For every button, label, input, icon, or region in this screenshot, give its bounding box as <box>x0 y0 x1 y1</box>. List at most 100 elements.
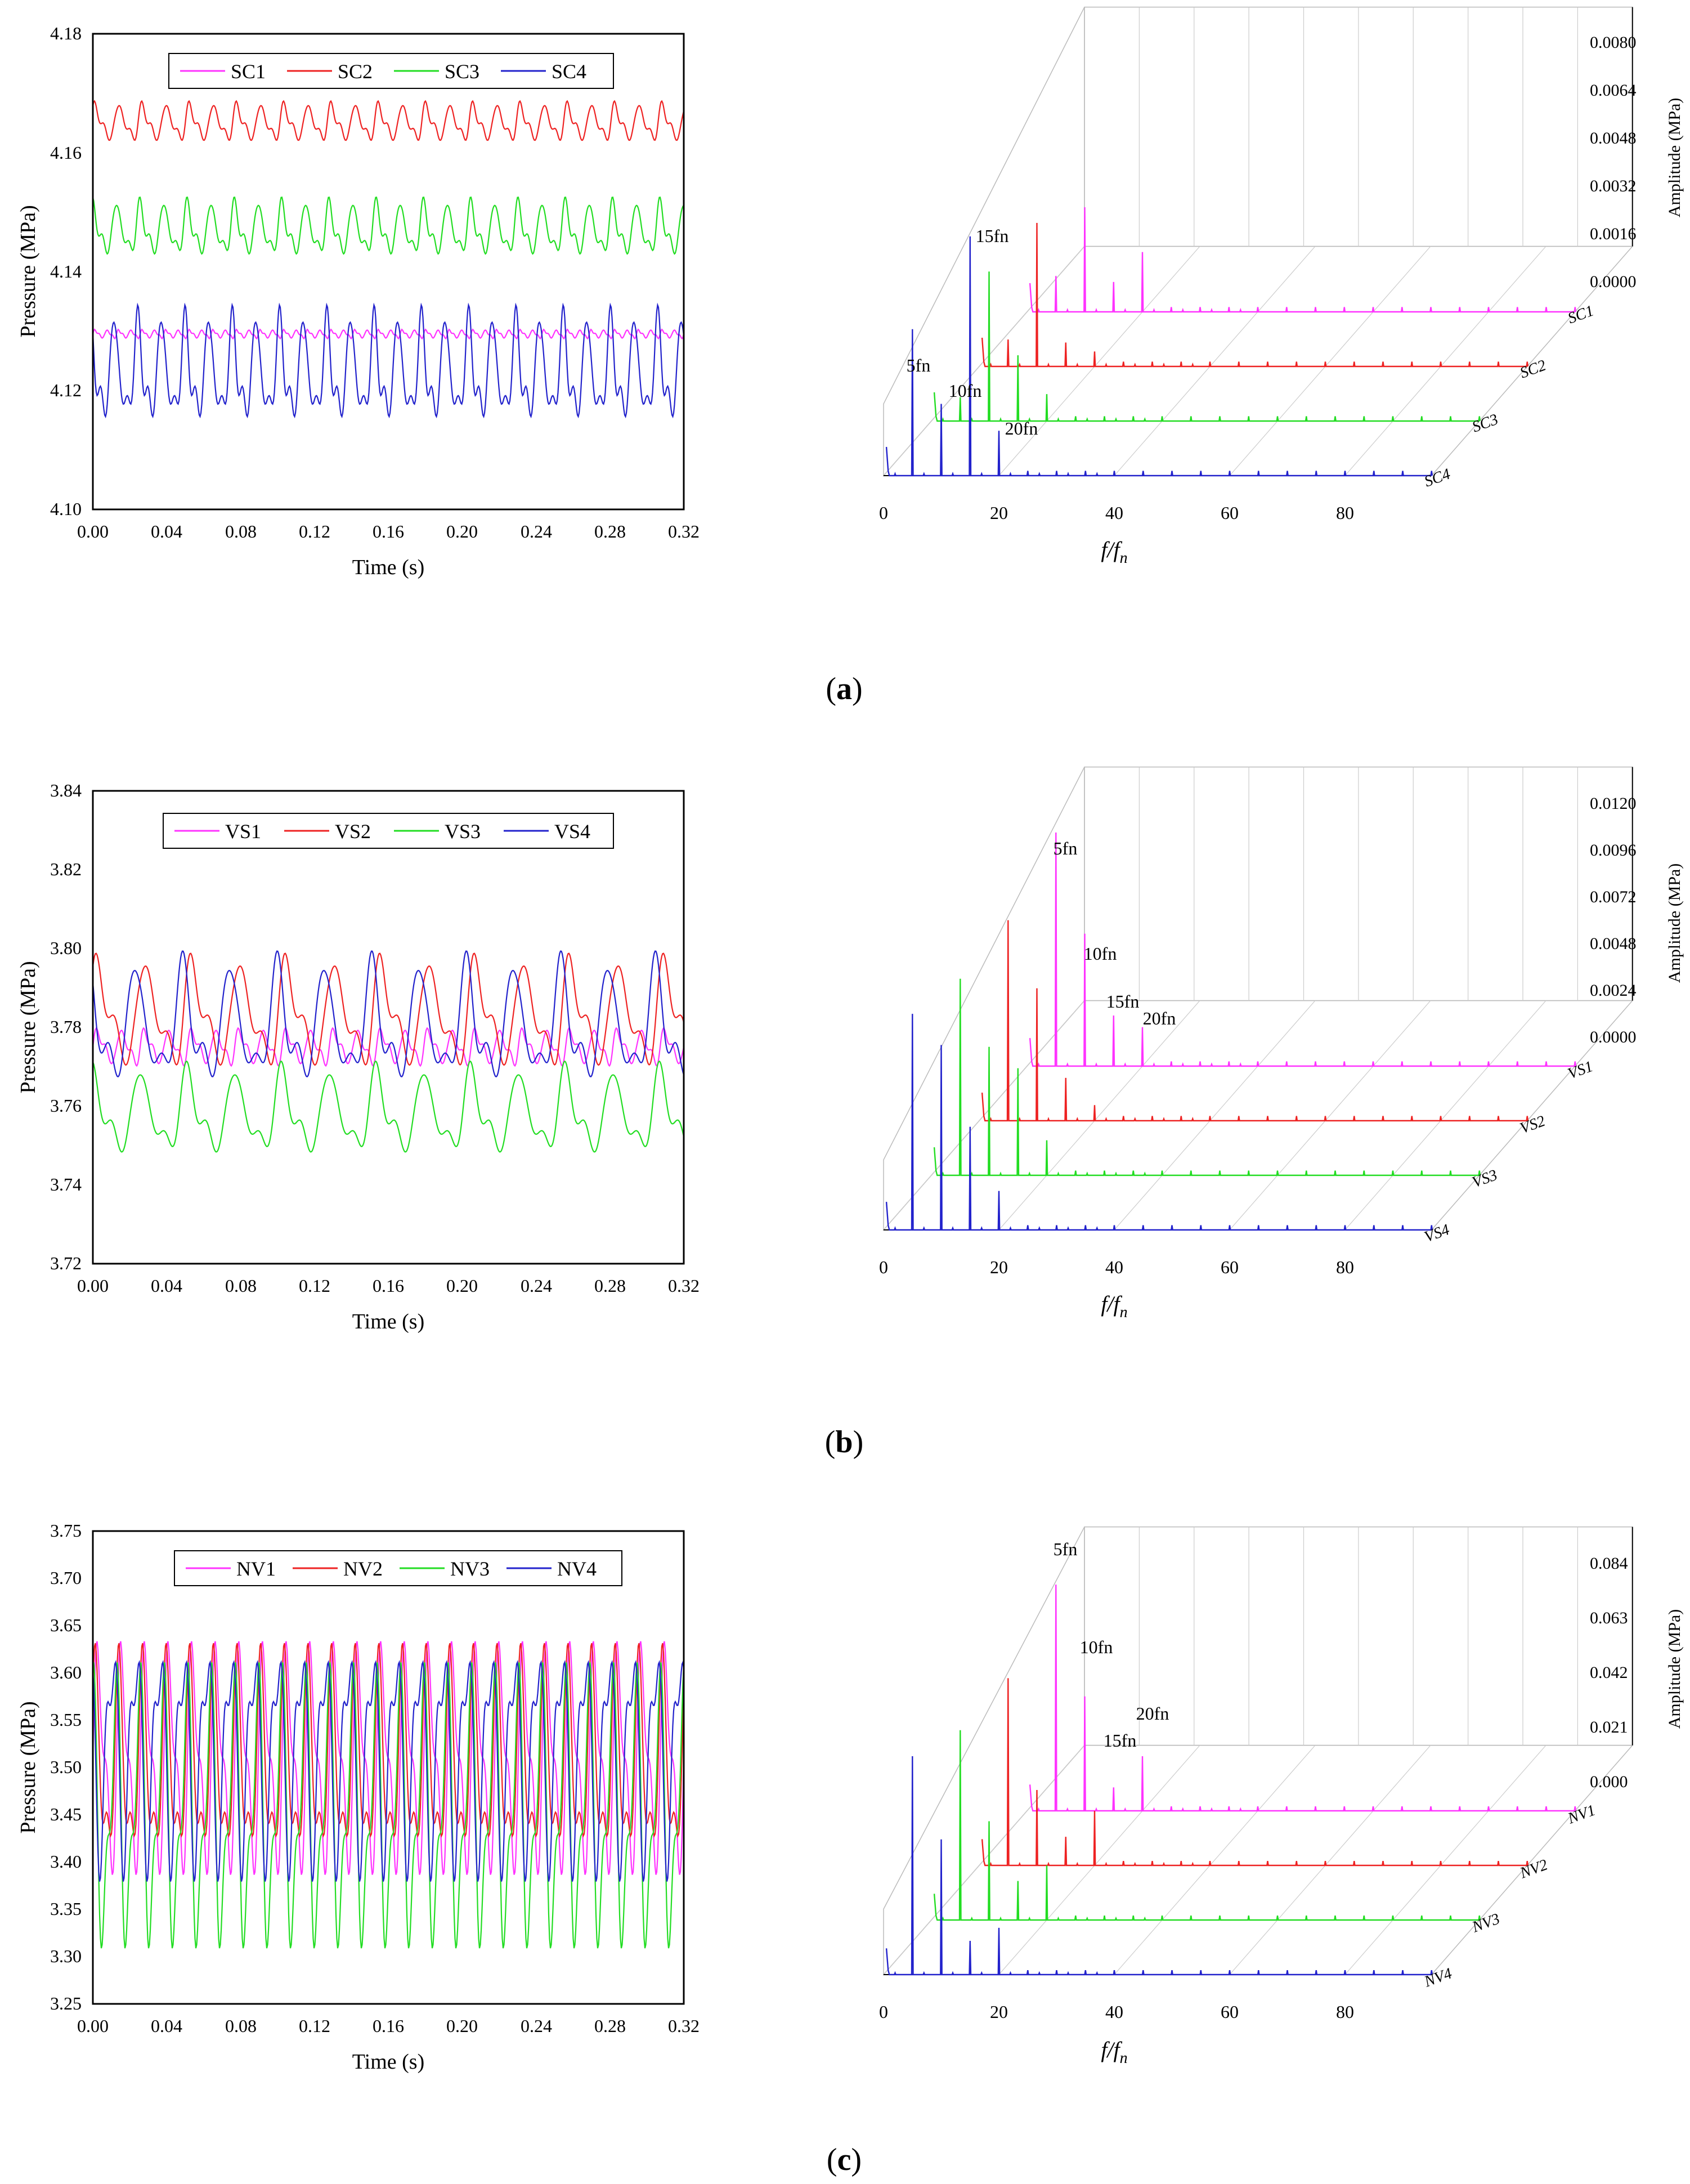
spectrum-box-b <box>882 766 1634 1231</box>
time-chart-c: 3.25 3.30 3.35 3.40 3.45 3.50 3.55 3.60 … <box>16 1520 700 2074</box>
ytick-a-1: 4.12 <box>50 380 82 400</box>
legend-a-0: SC1 <box>231 60 266 83</box>
spectrum-grid-a <box>1229 246 1431 476</box>
xlabel-b: Time (s) <box>352 1310 424 1333</box>
spectrum-line-sc3 <box>933 271 1481 422</box>
ytick-c-5: 3.50 <box>50 1757 82 1777</box>
ytick-c-8: 3.65 <box>50 1615 82 1635</box>
sxtick-a-3: 60 <box>1221 503 1239 523</box>
panel-a: 4.10 4.12 4.14 4.16 4.18 0.00 0.04 0.08 … <box>16 6 1684 706</box>
time-line-vs3 <box>92 1060 685 1153</box>
sxtick-a-2: 40 <box>1105 503 1123 523</box>
annot-a-20fn: 20fn <box>1005 418 1038 438</box>
ylabel-a: Pressure (MPa) <box>16 205 40 337</box>
ztick-a-3: 0.0048 <box>1590 129 1637 147</box>
annot-b-5fn: 5fn <box>1054 838 1078 858</box>
legend-b-0: VS1 <box>225 820 261 843</box>
spectrum-line-sc1 <box>1029 207 1577 313</box>
panel-label-b: (b) <box>825 1425 863 1460</box>
ytick-a-2: 4.14 <box>50 261 82 281</box>
legend-c-1: NV2 <box>343 1558 383 1580</box>
ztick-c-0: 0.000 <box>1590 1773 1628 1791</box>
ztick-b-1: 0.0024 <box>1590 981 1637 1000</box>
legend-c-2: NV3 <box>450 1558 490 1580</box>
sxtick-a-4: 80 <box>1336 503 1354 523</box>
xtick-a-5: 0.20 <box>446 521 478 541</box>
ytick-c-2: 3.35 <box>50 1899 82 1919</box>
ytick-c-10: 3.75 <box>50 1520 82 1541</box>
xtick-b-5: 0.20 <box>446 1276 478 1296</box>
spectrum-line-sc2 <box>981 222 1529 368</box>
time-line-nv2 <box>92 1643 685 1838</box>
spectrum-grid-c <box>1114 1745 1316 1975</box>
spectrum-line-vs2 <box>981 920 1529 1122</box>
ytick-b-5: 3.82 <box>50 859 82 879</box>
xtick-c-0: 0.00 <box>77 2016 109 2036</box>
xtick-c-2: 0.08 <box>225 2016 257 2036</box>
ytick-b-4: 3.80 <box>50 938 82 958</box>
spectrum-grid-c <box>1344 1745 1546 1975</box>
xtick-b-4: 0.16 <box>373 1276 404 1296</box>
xtick-c-8: 0.32 <box>668 2016 700 2036</box>
spectrum-line-vs1 <box>1029 832 1577 1067</box>
xtick-c-1: 0.04 <box>151 2016 182 2036</box>
annot-b-15fn: 15fn <box>1106 991 1140 1012</box>
spectrum-line-vs3 <box>933 978 1481 1176</box>
spectrum-line-vs4 <box>885 1014 1433 1231</box>
xtick-a-8: 0.32 <box>668 521 700 541</box>
sxtick-b-4: 80 <box>1336 1257 1354 1277</box>
xtick-b-1: 0.04 <box>151 1276 182 1296</box>
ytick-a-4: 4.18 <box>50 23 82 43</box>
spectrum-line-nv2 <box>981 1678 1529 1867</box>
xtick-a-2: 0.08 <box>225 521 257 541</box>
annot-a-10fn: 10fn <box>949 381 982 401</box>
spectrum-line-sc4 <box>885 236 1433 477</box>
time-line-sc3 <box>92 196 684 255</box>
legend-a: SC1 SC2 SC3 SC4 <box>168 53 614 89</box>
panel-label-c: (c) <box>827 2142 862 2177</box>
ztick-b-3: 0.0072 <box>1590 888 1637 906</box>
legend-a-2: SC3 <box>445 60 479 83</box>
ytick-c-7: 3.60 <box>50 1662 82 1682</box>
xtick-b-7: 0.28 <box>594 1276 626 1296</box>
xtick-b-3: 0.12 <box>299 1276 330 1296</box>
ztick-c-1: 0.021 <box>1590 1718 1628 1737</box>
spectrum-chart-b: 0.0000 0.0024 0.0048 0.0072 0.0096 0.012… <box>879 766 1684 1321</box>
xlabel-c: Time (s) <box>352 2050 424 2074</box>
time-chart-b: 3.72 3.74 3.76 3.78 3.80 3.82 3.84 0.00 … <box>16 780 700 1333</box>
xlabel-a: Time (s) <box>352 556 424 579</box>
xtick-a-7: 0.28 <box>594 521 626 541</box>
spectrum-grid-a <box>1114 246 1316 476</box>
ytick-b-0: 3.72 <box>50 1253 82 1273</box>
ytick-c-6: 3.55 <box>50 1709 82 1730</box>
time-line-vs2 <box>92 952 685 1066</box>
ztick-a-1: 0.0016 <box>1590 225 1637 243</box>
spectrum-chart-c: 0.000 0.021 0.042 0.063 0.084 Amplitude … <box>879 1526 1684 2067</box>
ytick-c-1: 3.30 <box>50 1946 82 1966</box>
spectrum-grid-b <box>998 1000 1200 1230</box>
ytick-b-6: 3.84 <box>50 780 82 800</box>
xtick-c-3: 0.12 <box>299 2016 330 2036</box>
sxlabel-a: f/fn <box>1101 537 1127 567</box>
panel-b: 3.72 3.74 3.76 3.78 3.80 3.82 3.84 0.00 … <box>16 766 1684 1460</box>
sxtick-a-1: 20 <box>990 503 1008 523</box>
sxtick-b-0: 0 <box>879 1257 888 1277</box>
spectrum-series-a <box>885 207 1577 477</box>
sxlabel-b: f/fn <box>1101 1291 1127 1321</box>
legend-a-1: SC2 <box>338 60 373 83</box>
ztick-b-2: 0.0048 <box>1590 934 1637 953</box>
sxtick-c-0: 0 <box>879 2002 888 2022</box>
panel-c: 3.25 3.30 3.35 3.40 3.45 3.50 3.55 3.60 … <box>16 1520 1684 2177</box>
sxtick-c-2: 40 <box>1105 2002 1123 2022</box>
ztick-c-3: 0.063 <box>1590 1609 1628 1627</box>
time-line-nv3 <box>92 1662 685 1949</box>
spectrum-series-b <box>885 832 1577 1231</box>
xtick-c-6: 0.24 <box>521 2016 552 2036</box>
legend-c-3: NV4 <box>557 1558 597 1580</box>
ytick-c-3: 3.40 <box>50 1851 82 1872</box>
legend-b-3: VS4 <box>554 820 590 843</box>
spectrum-grid-c <box>998 1745 1200 1975</box>
time-line-sc2 <box>92 100 685 141</box>
sxtick-c-1: 20 <box>990 2002 1008 2022</box>
